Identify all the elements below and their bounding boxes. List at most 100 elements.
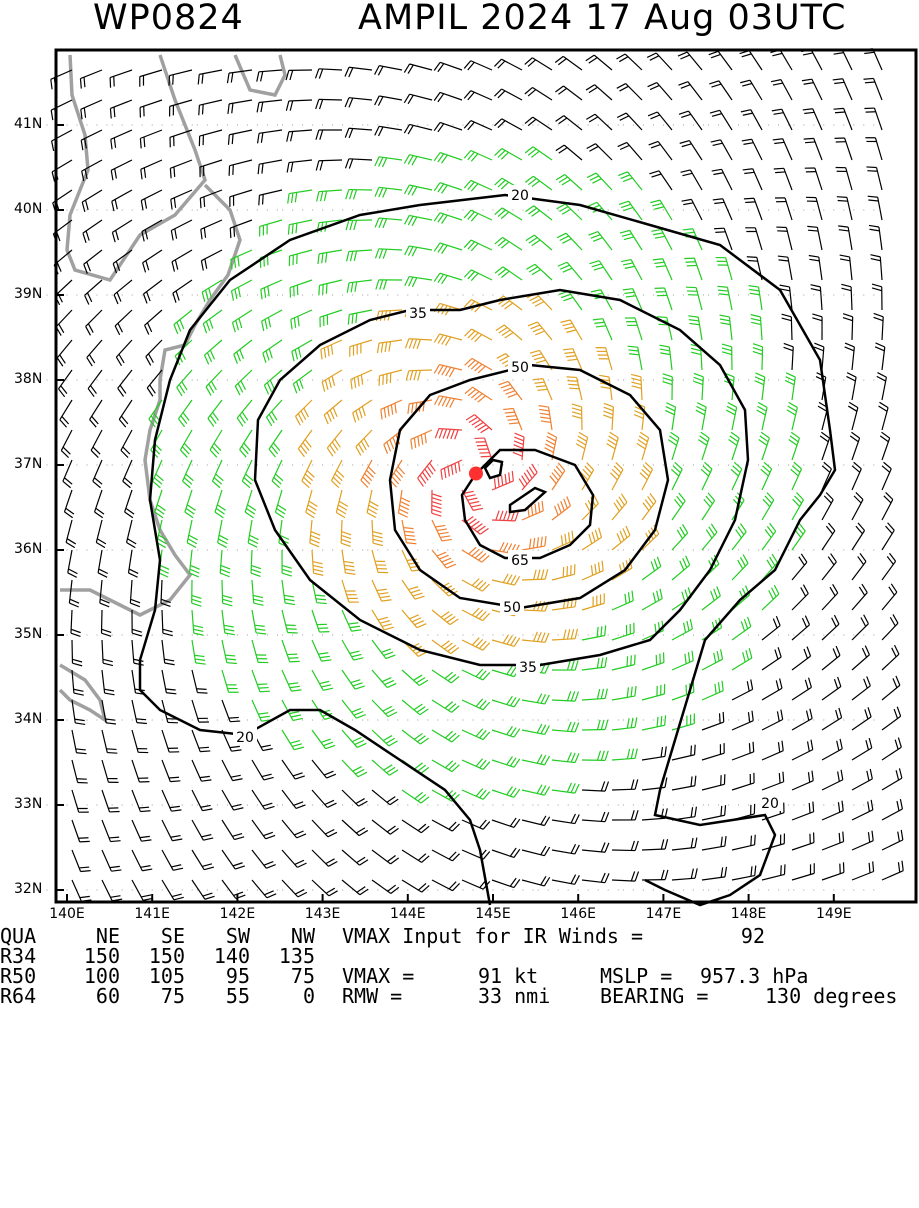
wind-barb <box>612 871 639 881</box>
table-header-sw: SW <box>190 926 250 946</box>
wind-barb <box>729 432 740 460</box>
wind-barb <box>435 429 462 440</box>
wind-barb <box>322 370 342 392</box>
wind-barb <box>776 227 792 250</box>
wind-barb <box>805 168 822 190</box>
wind-barb <box>495 267 522 280</box>
wind-barb <box>72 760 88 783</box>
wind-barb <box>792 802 814 820</box>
wind-barb <box>132 670 145 694</box>
wind-barb <box>342 760 367 777</box>
wind-barb <box>492 787 520 798</box>
wind-barb <box>556 175 582 190</box>
table-row-r34: R34 150 150 140 135 <box>0 946 48 966</box>
wind-barb <box>863 49 882 70</box>
wind-barb <box>732 711 753 730</box>
wind-barb <box>302 460 314 488</box>
wind-barb <box>792 863 814 880</box>
wind-barb <box>774 168 792 190</box>
wind-barb <box>617 113 642 130</box>
wind-barb <box>743 169 762 190</box>
wind-barb <box>98 550 108 577</box>
wind-barb <box>69 580 79 607</box>
wind-barb <box>868 196 882 220</box>
wind-barb <box>342 580 359 602</box>
wind-barb <box>567 377 582 400</box>
wind-barb <box>342 850 368 865</box>
row-label: R34 <box>0 946 50 966</box>
wind-barb <box>462 820 490 829</box>
wind-barb <box>792 647 811 670</box>
wind-barb <box>792 678 811 700</box>
lat-label: 33N <box>14 796 42 812</box>
wind-barb <box>162 820 182 841</box>
wind-barb <box>642 652 664 670</box>
wind-barb <box>651 229 672 250</box>
wind-barb <box>762 616 780 640</box>
wind-barb <box>132 760 149 782</box>
wind-barb <box>172 250 192 272</box>
wind-barb <box>56 310 72 336</box>
wind-barb <box>399 490 410 517</box>
wind-barb <box>462 608 490 621</box>
wind-barb <box>852 707 871 730</box>
wind-barb <box>882 830 903 850</box>
wind-barb <box>702 774 725 790</box>
wind-barb <box>327 430 342 456</box>
wind-barb <box>563 349 582 370</box>
wind-barb <box>252 760 274 780</box>
wind-barb <box>642 589 662 610</box>
wind-barb <box>751 315 762 340</box>
wind-barb <box>306 490 318 518</box>
wind-barb <box>316 160 342 171</box>
wind-barb <box>464 180 492 191</box>
wind-barb <box>345 159 372 169</box>
wind-barb <box>199 130 222 146</box>
wind-barb <box>647 53 672 70</box>
cell-nw: 0 <box>255 986 315 1006</box>
wind-barb <box>119 400 132 427</box>
wind-barb <box>146 340 162 365</box>
wind-barb <box>852 831 873 850</box>
wind-barb <box>269 430 282 457</box>
wind-barb <box>375 66 402 76</box>
wind-barb <box>607 432 619 460</box>
wind-barb <box>282 760 305 779</box>
wind-barb <box>402 820 429 833</box>
wind-barb <box>499 381 522 400</box>
wind-barb <box>232 280 252 301</box>
wind-barb <box>882 676 900 700</box>
wind-barb <box>406 370 432 380</box>
wind-barb <box>261 280 282 299</box>
wind-barb <box>792 616 809 640</box>
contour-label: 20 <box>236 730 254 746</box>
wind-barb <box>93 460 102 488</box>
wind-barb <box>145 310 162 334</box>
wind-barb <box>312 670 333 690</box>
wind-barb <box>260 220 282 237</box>
wind-barb <box>462 547 489 562</box>
wind-barb <box>492 757 520 768</box>
wind-barb <box>625 318 642 340</box>
cell-se: 105 <box>125 966 185 986</box>
wind-barb <box>434 243 462 254</box>
wind-barb <box>257 100 282 112</box>
wind-barb <box>792 709 812 730</box>
wind-barb <box>252 580 264 605</box>
wind-barb <box>162 640 175 665</box>
wind-barb <box>348 310 372 325</box>
wind-barb <box>201 250 222 271</box>
wind-barb <box>405 277 432 287</box>
wind-barb <box>840 255 852 280</box>
wind-barb <box>784 343 794 370</box>
wind-barb <box>620 230 642 250</box>
wind-barb <box>266 400 282 426</box>
wind-barb <box>381 400 402 419</box>
wind-barb <box>492 666 520 677</box>
wind-barb <box>672 619 692 640</box>
wind-barb <box>665 403 675 430</box>
wind-barb <box>72 850 91 872</box>
wind-barb <box>716 258 732 280</box>
wind-barb <box>402 700 428 715</box>
wind-barb <box>792 554 807 580</box>
